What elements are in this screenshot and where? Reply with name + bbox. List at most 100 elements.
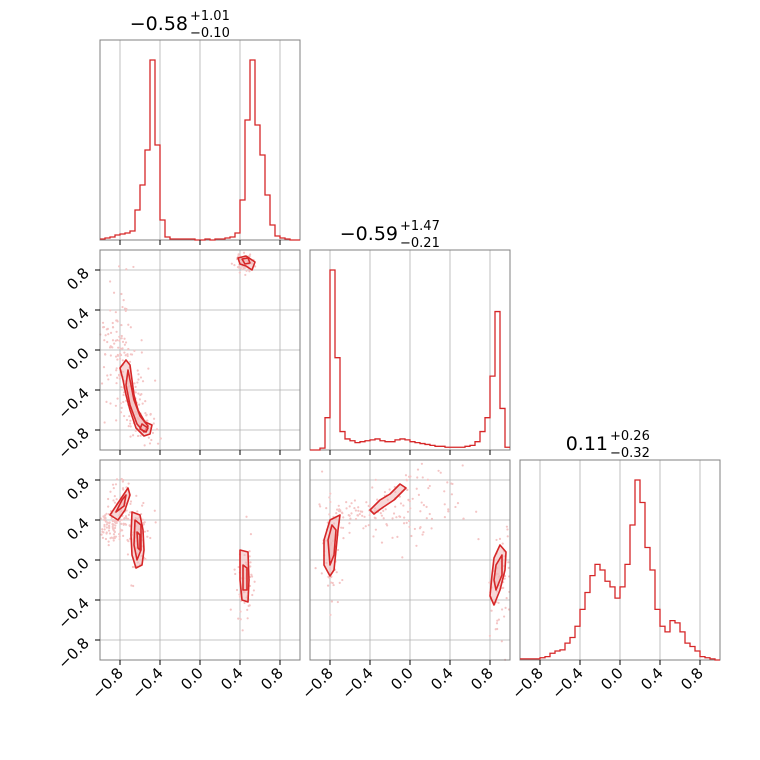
density-contour (136, 531, 141, 551)
sample-point (109, 309, 112, 312)
sample-point (103, 525, 106, 528)
sample-point (498, 537, 502, 540)
sample-point (116, 358, 119, 361)
sample-point (119, 353, 123, 357)
sample-point (136, 510, 139, 513)
sample-point (154, 521, 157, 524)
sample-point (242, 251, 246, 254)
sample-point (112, 527, 115, 530)
sample-point (116, 397, 119, 400)
sample-point (396, 535, 399, 538)
sample-point (243, 267, 246, 270)
density-contour (493, 554, 503, 591)
title-upper-error: +1.47 (400, 219, 440, 234)
sample-point (354, 509, 357, 512)
title-upper-error: +1.01 (190, 9, 230, 24)
sample-point (233, 568, 236, 571)
sample-point (103, 515, 106, 519)
sample-point (241, 629, 244, 632)
sample-point (330, 575, 333, 578)
x-tick-label: −0.8 (508, 664, 546, 702)
sample-point (249, 561, 252, 564)
sample-point (105, 400, 108, 403)
sample-point (122, 534, 125, 538)
x-tick-label: −0.4 (548, 664, 586, 702)
sample-point (141, 504, 144, 507)
sample-point (401, 556, 404, 559)
sample-point (120, 337, 123, 340)
y-tick-label: 0.0 (63, 554, 93, 584)
sample-point (129, 435, 132, 438)
sample-point (337, 504, 340, 507)
sample-point (112, 537, 115, 540)
sample-point (111, 321, 114, 325)
sample-point (106, 374, 109, 377)
sample-point (507, 566, 510, 569)
sample-point (136, 369, 139, 372)
sample-point (125, 418, 129, 422)
sample-point (393, 485, 396, 489)
sample-point (113, 537, 116, 540)
sample-point (120, 292, 123, 296)
sample-point (325, 507, 328, 510)
sample-point (374, 478, 377, 481)
sample-point (361, 514, 364, 517)
sample-point (116, 353, 119, 357)
sample-point (252, 589, 255, 592)
sample-point (367, 524, 370, 527)
sample-point (137, 378, 140, 381)
density-contour (327, 524, 337, 566)
sample-point (152, 422, 155, 425)
sample-point (380, 514, 384, 517)
sample-point (147, 436, 150, 439)
sample-point (125, 509, 128, 512)
sample-point (127, 347, 130, 351)
y-tick-label: 0.8 (63, 264, 93, 294)
sample-point (248, 550, 251, 553)
sample-point (248, 255, 251, 258)
sample-point (119, 402, 122, 405)
sample-point (118, 377, 121, 380)
sample-point (123, 337, 126, 340)
sample-point (117, 533, 121, 536)
sample-point (238, 593, 241, 596)
sample-point (421, 533, 424, 536)
histogram-step-line (520, 479, 720, 661)
sample-point (131, 565, 134, 569)
sample-point (141, 402, 144, 405)
sample-point (118, 535, 121, 538)
sample-point (239, 610, 242, 613)
sample-point (501, 542, 504, 545)
sample-point (420, 501, 423, 504)
sample-point (443, 516, 446, 519)
sample-point (402, 504, 405, 507)
sample-point (114, 535, 118, 538)
sample-point (335, 571, 338, 574)
sample-point (454, 505, 457, 509)
sample-point (136, 434, 140, 438)
sample-point (338, 508, 341, 511)
sample-point (139, 393, 142, 397)
sample-point (102, 531, 105, 534)
sample-point (348, 531, 351, 534)
sample-point (506, 535, 509, 538)
histogram-panel-1: −0.59 +1.47 −0.21 (309, 219, 511, 455)
sample-point (417, 493, 420, 496)
sample-point (408, 525, 411, 528)
y-tick-label: 0.8 (63, 474, 93, 504)
sample-point (107, 505, 110, 508)
sample-point (122, 393, 125, 397)
sample-point (392, 512, 396, 515)
sample-point (446, 481, 449, 484)
sample-point (114, 524, 117, 527)
sample-point (342, 516, 345, 519)
sample-point (368, 514, 371, 517)
sample-point (250, 575, 254, 578)
sample-point (368, 504, 371, 507)
sample-point (143, 444, 146, 447)
sample-point (234, 572, 237, 576)
sample-point (134, 391, 137, 394)
title-lower-error: −0.32 (610, 446, 650, 461)
sample-point (233, 263, 236, 267)
sample-point (133, 382, 136, 385)
